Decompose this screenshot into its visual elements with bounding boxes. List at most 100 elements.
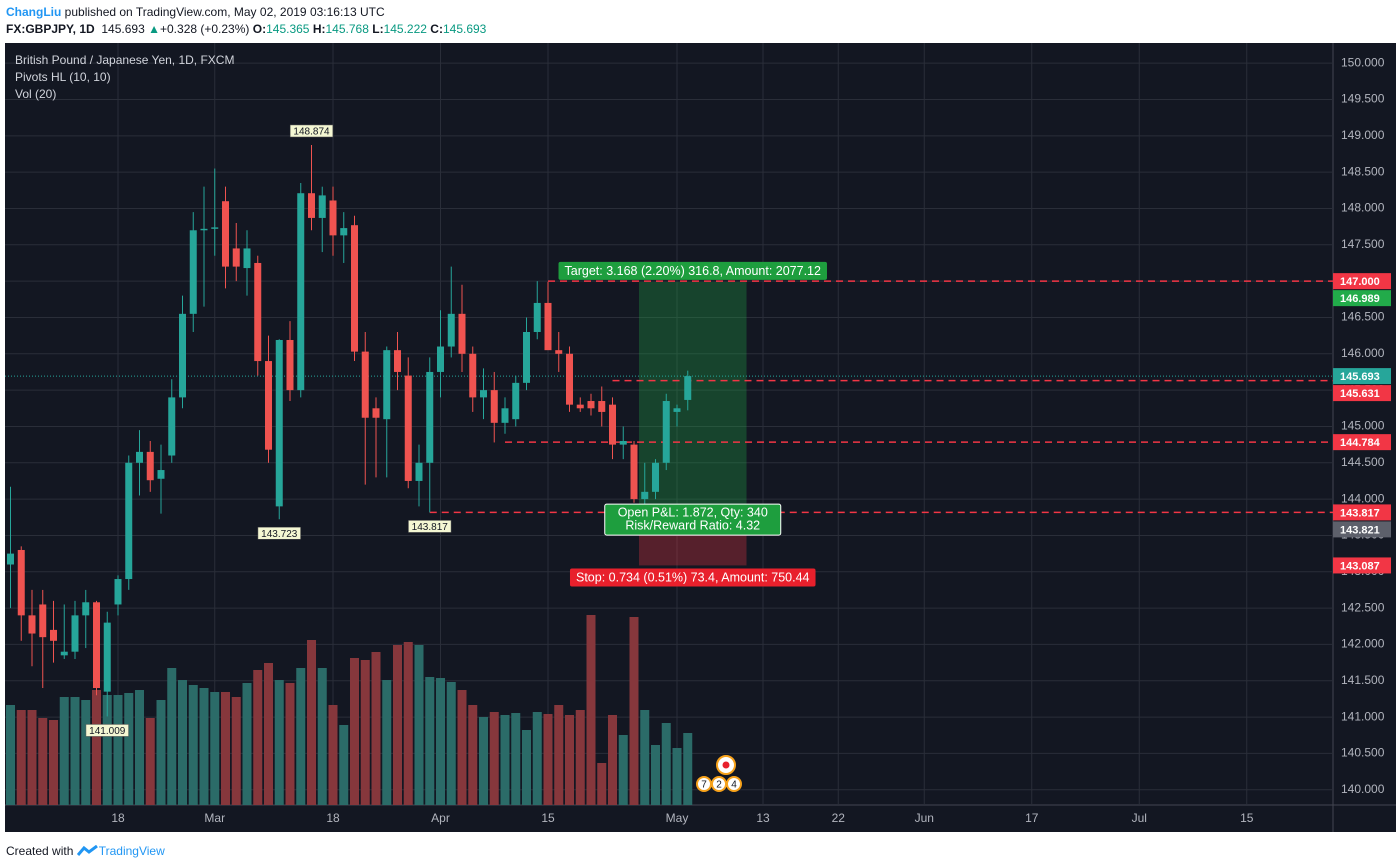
volume-bar bbox=[382, 680, 392, 805]
volume-bar bbox=[70, 697, 80, 805]
y-tick-label: 146.500 bbox=[1341, 310, 1385, 324]
volume-bar bbox=[92, 690, 101, 805]
price-label-box bbox=[1333, 368, 1391, 385]
volume-bar bbox=[554, 705, 564, 805]
volume-bar bbox=[532, 712, 542, 805]
candle-body bbox=[82, 602, 90, 616]
volume-bar bbox=[210, 692, 220, 805]
price-label: 147.000 bbox=[1340, 276, 1380, 288]
o-label: O: bbox=[252, 22, 267, 36]
volume-bar bbox=[629, 617, 639, 805]
event-dot bbox=[722, 761, 730, 769]
candle-body bbox=[447, 313, 455, 347]
price-label-box bbox=[1333, 290, 1391, 307]
volume-bar bbox=[543, 714, 553, 805]
event-badge bbox=[726, 776, 742, 792]
volume-bar bbox=[683, 733, 693, 805]
candle-body bbox=[523, 331, 530, 383]
candle-body bbox=[168, 397, 176, 456]
change: +0.328 (+0.23%) bbox=[160, 22, 250, 36]
price-label-box bbox=[1333, 385, 1391, 402]
candle-body bbox=[598, 401, 606, 412]
candle-body bbox=[662, 401, 670, 463]
y-tick-label: 148.000 bbox=[1341, 201, 1385, 215]
volume-bar bbox=[393, 645, 402, 805]
candle-body bbox=[490, 390, 498, 423]
event-count: 2 bbox=[716, 780, 722, 791]
candle-body bbox=[555, 350, 563, 354]
volume-bar bbox=[586, 615, 596, 805]
created: Created with bbox=[6, 844, 74, 858]
candle-body bbox=[179, 313, 186, 398]
y-tick-label: 150.000 bbox=[1341, 55, 1385, 69]
candle-body bbox=[200, 228, 208, 231]
volume-bar bbox=[49, 720, 58, 805]
candle-body bbox=[157, 470, 165, 479]
candle-body bbox=[619, 440, 627, 445]
volume-bar bbox=[16, 710, 26, 805]
pnl-label: Open P&L: 1.872, Qty: 340 bbox=[618, 505, 768, 519]
pivot-label: 143.723 bbox=[261, 529, 298, 540]
candle-body bbox=[318, 195, 326, 218]
y-tick-label: 142.500 bbox=[1341, 600, 1385, 614]
volume-bar bbox=[242, 683, 252, 805]
candle-body bbox=[297, 193, 305, 391]
brand[interactable]: TradingView bbox=[98, 844, 165, 858]
h-value: 145.768 bbox=[325, 22, 369, 36]
candle-body bbox=[254, 262, 262, 362]
candle-body bbox=[17, 549, 25, 616]
header-line: ChangLiu published on TradingView.com, M… bbox=[6, 5, 385, 19]
volume-bar bbox=[221, 692, 230, 805]
volume-bar bbox=[167, 668, 177, 805]
candle-body bbox=[684, 376, 692, 400]
candle-body bbox=[351, 225, 358, 352]
pivot-box bbox=[85, 724, 129, 737]
pivot-box bbox=[289, 124, 334, 138]
volume-bar bbox=[618, 735, 628, 805]
volume-bar bbox=[274, 680, 284, 805]
o-value: 145.365 bbox=[266, 22, 310, 36]
candle-body bbox=[404, 375, 412, 481]
volume-bar bbox=[468, 705, 478, 805]
volume-bar bbox=[403, 642, 413, 805]
candle-body bbox=[533, 302, 541, 332]
volume-bar bbox=[124, 693, 134, 805]
candle-body bbox=[329, 200, 337, 236]
candle-body bbox=[50, 629, 57, 641]
pivot-box bbox=[408, 520, 452, 533]
pivot-label: 141.009 bbox=[89, 726, 126, 737]
candle-body bbox=[7, 553, 14, 565]
arrow: ▲ bbox=[148, 22, 160, 36]
candle-body bbox=[641, 491, 649, 500]
candle-body bbox=[125, 462, 133, 580]
volume-bar bbox=[608, 715, 617, 805]
volume-bar bbox=[457, 690, 467, 805]
author[interactable]: ChangLiu bbox=[6, 5, 62, 19]
candle-body bbox=[103, 622, 111, 692]
volume-bar bbox=[672, 748, 682, 805]
y-tick-label: 146.000 bbox=[1341, 346, 1385, 360]
volume-bar bbox=[661, 723, 671, 805]
volume-bar bbox=[339, 725, 349, 805]
pivot-box bbox=[257, 526, 301, 540]
y-tick-label: 141.000 bbox=[1341, 709, 1385, 723]
pnl-box bbox=[604, 503, 782, 536]
volume-bar bbox=[81, 700, 91, 805]
price-label: 145.693 bbox=[1340, 371, 1380, 383]
event-count: 4 bbox=[731, 780, 737, 791]
candle-body bbox=[308, 193, 315, 218]
price-label-box bbox=[1333, 434, 1391, 451]
volume-bar bbox=[253, 670, 263, 805]
price-label-box bbox=[1333, 521, 1391, 538]
x-tick-label: 15 bbox=[1240, 811, 1254, 825]
x-tick-label: 18 bbox=[111, 811, 125, 825]
candle-body bbox=[437, 346, 444, 372]
candle-body bbox=[587, 401, 595, 409]
volume-bar bbox=[199, 688, 209, 805]
candle-body bbox=[265, 361, 272, 450]
volume-bar bbox=[317, 668, 327, 805]
candle-body bbox=[372, 408, 380, 418]
y-tick-label: 144.000 bbox=[1341, 491, 1385, 505]
candle-body bbox=[114, 579, 122, 605]
